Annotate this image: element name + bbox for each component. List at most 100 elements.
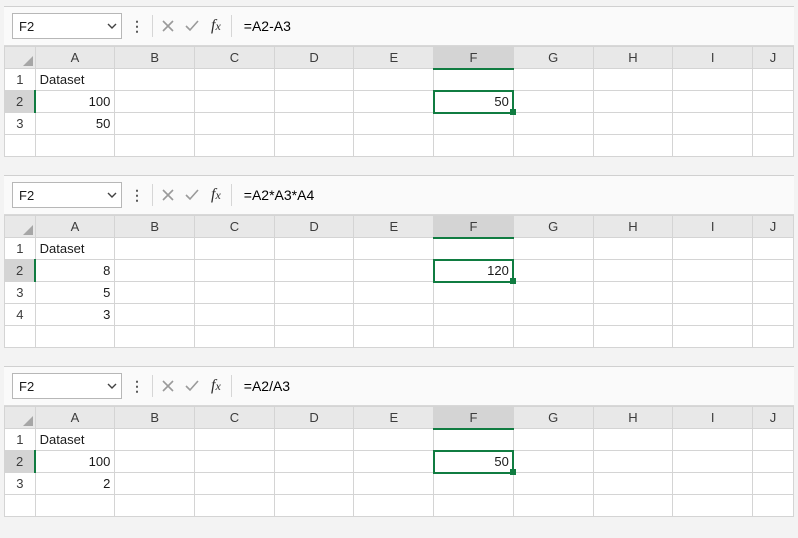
cell-C4[interactable] [195, 495, 275, 517]
cell-G1[interactable] [513, 429, 593, 451]
cancel-icon[interactable] [159, 17, 177, 35]
cell-B5[interactable] [115, 326, 195, 348]
cell-B1[interactable] [115, 238, 195, 260]
cell-D2[interactable] [274, 260, 354, 282]
cell-G2[interactable] [513, 91, 593, 113]
cell-A1[interactable]: Dataset [35, 69, 115, 91]
cell-J4[interactable] [752, 495, 793, 517]
cell-J2[interactable] [752, 451, 793, 473]
chevron-down-icon[interactable] [107, 379, 117, 394]
cell-G2[interactable] [513, 451, 593, 473]
fx-icon[interactable]: fx [207, 377, 225, 395]
cell-F1[interactable] [434, 69, 514, 91]
cell-H4[interactable] [593, 495, 673, 517]
cell-A4[interactable] [35, 495, 115, 517]
fx-icon[interactable]: fx [207, 186, 225, 204]
cell-B4[interactable] [115, 495, 195, 517]
cell-B1[interactable] [115, 69, 195, 91]
cell-G1[interactable] [513, 69, 593, 91]
cell-H4[interactable] [593, 135, 673, 157]
row-header-4[interactable]: 4 [5, 304, 36, 326]
column-header-D[interactable]: D [274, 216, 354, 238]
column-header-F[interactable]: F [434, 216, 514, 238]
row-header-4[interactable] [5, 495, 36, 517]
cell-I1[interactable] [673, 429, 753, 451]
cancel-icon[interactable] [159, 186, 177, 204]
cell-H3[interactable] [593, 473, 673, 495]
cell-F4[interactable] [434, 135, 514, 157]
cell-I4[interactable] [673, 304, 753, 326]
cell-D1[interactable] [274, 69, 354, 91]
cell-C1[interactable] [195, 69, 275, 91]
column-header-J[interactable]: J [752, 216, 793, 238]
cell-H1[interactable] [593, 238, 673, 260]
column-header-I[interactable]: I [673, 47, 753, 69]
column-header-C[interactable]: C [195, 47, 275, 69]
cell-A4[interactable]: 3 [35, 304, 115, 326]
cell-F2[interactable]: 50 [434, 451, 514, 473]
column-header-H[interactable]: H [593, 47, 673, 69]
cell-J2[interactable] [752, 91, 793, 113]
column-header-D[interactable]: D [274, 47, 354, 69]
cell-B4[interactable] [115, 135, 195, 157]
name-box[interactable]: F2 [12, 13, 122, 39]
column-header-F[interactable]: F [434, 47, 514, 69]
cell-I3[interactable] [673, 282, 753, 304]
cell-H2[interactable] [593, 260, 673, 282]
cell-J1[interactable] [752, 429, 793, 451]
cell-E4[interactable] [354, 495, 434, 517]
cell-G4[interactable] [513, 495, 593, 517]
cell-B2[interactable] [115, 260, 195, 282]
cell-F4[interactable] [434, 495, 514, 517]
formula-input[interactable] [238, 182, 786, 208]
cell-I2[interactable] [673, 91, 753, 113]
cell-H3[interactable] [593, 282, 673, 304]
cell-E1[interactable] [354, 429, 434, 451]
cell-C5[interactable] [195, 326, 275, 348]
cell-J4[interactable] [752, 304, 793, 326]
column-header-B[interactable]: B [115, 216, 195, 238]
column-header-E[interactable]: E [354, 47, 434, 69]
cell-E4[interactable] [354, 304, 434, 326]
cell-E3[interactable] [354, 473, 434, 495]
cell-H2[interactable] [593, 451, 673, 473]
cell-D5[interactable] [274, 326, 354, 348]
cell-H5[interactable] [593, 326, 673, 348]
cell-J4[interactable] [752, 135, 793, 157]
cell-J3[interactable] [752, 282, 793, 304]
row-header-4[interactable] [5, 135, 36, 157]
cell-C3[interactable] [195, 473, 275, 495]
cell-C2[interactable] [195, 260, 275, 282]
enter-icon[interactable] [183, 377, 201, 395]
more-icon[interactable]: ⋮ [128, 18, 146, 35]
cell-D2[interactable] [274, 451, 354, 473]
column-header-G[interactable]: G [513, 407, 593, 429]
cell-J1[interactable] [752, 238, 793, 260]
cell-J3[interactable] [752, 473, 793, 495]
row-header-2[interactable]: 2 [5, 451, 36, 473]
cell-E2[interactable] [354, 260, 434, 282]
cell-F1[interactable] [434, 238, 514, 260]
row-header-3[interactable]: 3 [5, 282, 36, 304]
cell-H3[interactable] [593, 113, 673, 135]
cell-A4[interactable] [35, 135, 115, 157]
cell-B3[interactable] [115, 113, 195, 135]
cell-G4[interactable] [513, 304, 593, 326]
cell-E5[interactable] [354, 326, 434, 348]
cell-F4[interactable] [434, 304, 514, 326]
column-header-C[interactable]: C [195, 216, 275, 238]
cell-D3[interactable] [274, 473, 354, 495]
name-box[interactable]: F2 [12, 182, 122, 208]
cell-D1[interactable] [274, 429, 354, 451]
select-all-corner[interactable] [5, 407, 36, 429]
cell-G5[interactable] [513, 326, 593, 348]
row-header-1[interactable]: 1 [5, 429, 36, 451]
cell-B3[interactable] [115, 282, 195, 304]
name-box[interactable]: F2 [12, 373, 122, 399]
cell-F1[interactable] [434, 429, 514, 451]
cell-D4[interactable] [274, 304, 354, 326]
cell-A3[interactable]: 2 [35, 473, 115, 495]
cell-F3[interactable] [434, 282, 514, 304]
cancel-icon[interactable] [159, 377, 177, 395]
column-header-A[interactable]: A [35, 407, 115, 429]
